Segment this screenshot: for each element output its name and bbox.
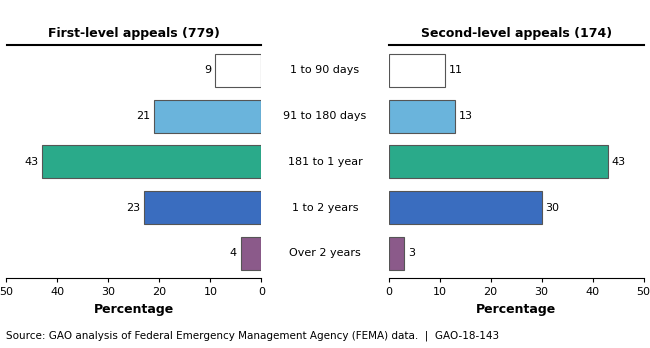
Bar <box>389 237 404 270</box>
Text: 30: 30 <box>545 203 560 213</box>
Text: 9: 9 <box>204 65 211 76</box>
Text: 11: 11 <box>449 65 463 76</box>
Text: Source: GAO analysis of Federal Emergency Management Agency (FEMA) data.  |  GAO: Source: GAO analysis of Federal Emergenc… <box>6 331 500 341</box>
X-axis label: Percentage: Percentage <box>94 303 174 316</box>
Text: 4: 4 <box>229 248 237 258</box>
Text: 91 to 180 days: 91 to 180 days <box>283 111 367 121</box>
X-axis label: Percentage: Percentage <box>476 303 556 316</box>
Bar <box>241 237 261 270</box>
Bar <box>389 191 541 224</box>
Text: 181 to 1 year: 181 to 1 year <box>288 157 363 167</box>
Bar <box>154 100 261 133</box>
Text: 13: 13 <box>459 111 473 121</box>
Title: First-level appeals (779): First-level appeals (779) <box>48 27 220 40</box>
Title: Second-level appeals (174): Second-level appeals (174) <box>421 27 612 40</box>
Text: 43: 43 <box>612 157 626 167</box>
Text: 1 to 90 days: 1 to 90 days <box>291 65 359 76</box>
Bar <box>215 54 261 87</box>
Bar <box>42 145 261 178</box>
Bar <box>389 100 455 133</box>
Text: 21: 21 <box>136 111 150 121</box>
Bar <box>144 191 261 224</box>
Bar <box>389 54 445 87</box>
Text: Over 2 years: Over 2 years <box>289 248 361 258</box>
Text: 43: 43 <box>24 157 38 167</box>
Text: 1 to 2 years: 1 to 2 years <box>292 203 358 213</box>
Text: 3: 3 <box>408 248 415 258</box>
Bar <box>389 145 608 178</box>
Text: 23: 23 <box>126 203 140 213</box>
